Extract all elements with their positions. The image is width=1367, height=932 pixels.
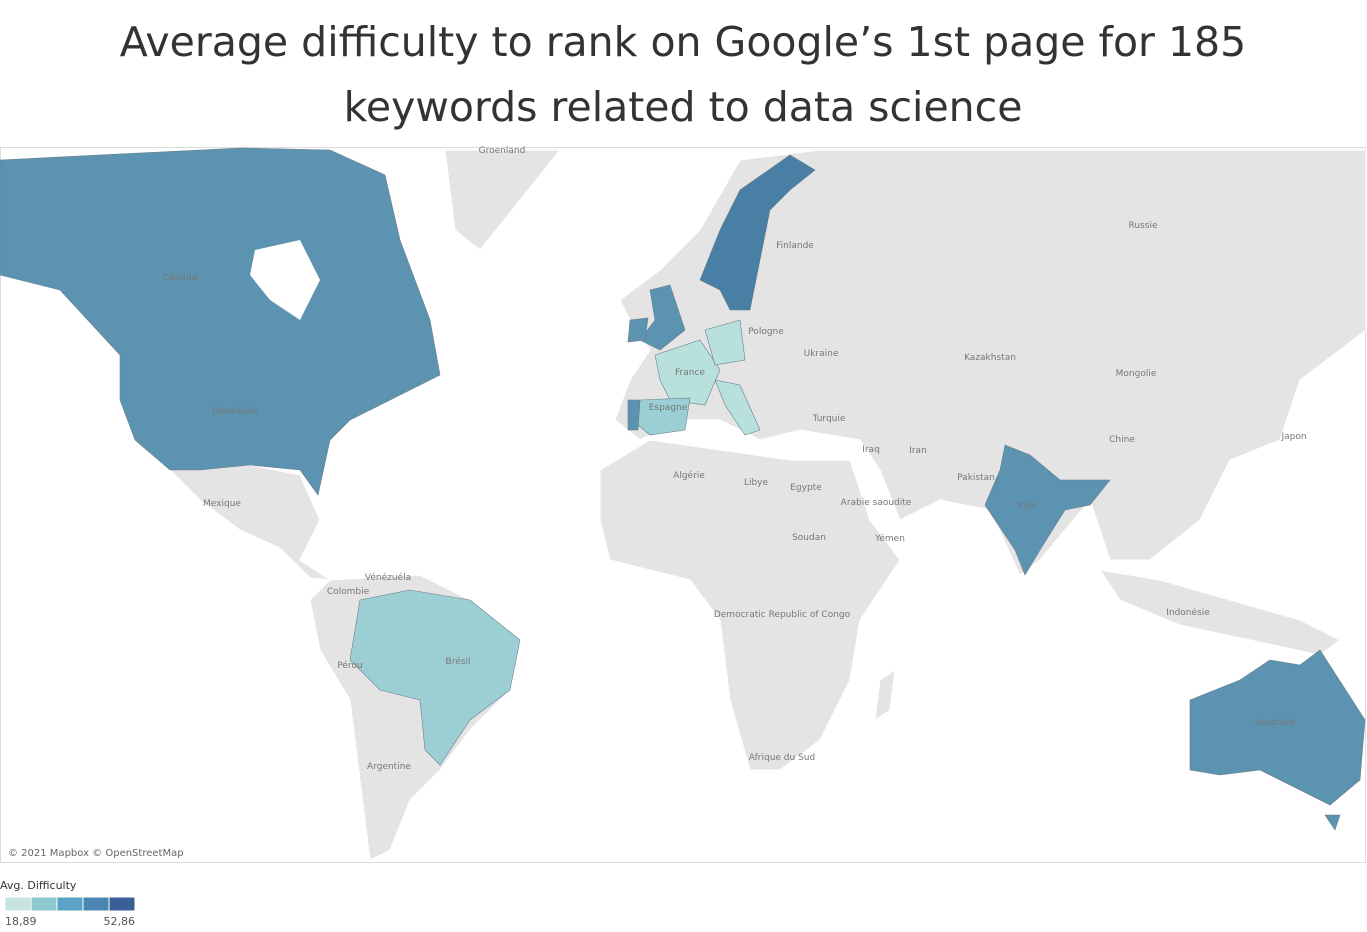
map-label: Arabie saoudite — [841, 498, 912, 508]
title: keywords related to data science — [344, 83, 1023, 131]
map-label: Espagne — [649, 403, 688, 413]
map-label: Colombie — [327, 587, 370, 597]
map-label: Indonésie — [1166, 607, 1210, 618]
legend-min: 18,89 — [5, 915, 37, 928]
map-label: Egypte — [790, 483, 822, 493]
map-label: Yémen — [874, 533, 905, 544]
map-label: Inde — [1017, 501, 1037, 511]
legend: Avg. Difficulty 18,89 52,86 — [0, 879, 136, 928]
italy — [714, 379, 761, 436]
map-label: Groenland — [479, 146, 526, 156]
greenland — [444, 149, 562, 251]
map-label: Algérie — [673, 470, 705, 481]
tasmania — [1324, 814, 1341, 831]
map-label: Ukraine — [804, 349, 839, 359]
legend-max: 52,86 — [104, 915, 136, 928]
map: Groenland Russie Finlande Canada Pologne Ukra… — [0, 146, 1367, 863]
scandinavia — [699, 154, 816, 311]
brazil — [349, 589, 521, 766]
madagascar — [874, 668, 896, 722]
ireland — [627, 317, 649, 343]
map-label: Kazakhstan — [964, 353, 1016, 363]
map-label: Libye — [744, 478, 769, 488]
uk — [639, 284, 686, 351]
map-label: Russie — [1129, 221, 1158, 231]
legend-swatch — [30, 896, 58, 912]
france — [654, 339, 721, 406]
map-label: Pérou — [337, 660, 362, 671]
map-label: Iraq — [862, 445, 880, 455]
map-label: Soudan — [792, 533, 826, 543]
portugal — [627, 399, 641, 431]
eurasia — [614, 149, 1367, 576]
hudson-bay — [250, 240, 320, 320]
map-label: Chine — [1109, 435, 1135, 445]
india — [984, 444, 1111, 576]
indonesia — [1098, 569, 1341, 656]
map-label: Mexique — [203, 499, 241, 509]
map-label: Finlande — [776, 241, 814, 251]
map-label: Canada — [163, 273, 197, 283]
germany — [704, 319, 746, 366]
map-labels: Groenland Russie Finlande Canada Pologne Ukra… — [163, 146, 1307, 772]
australia — [1189, 649, 1366, 806]
map-label: Pakistan — [957, 473, 995, 483]
map-label: Etats-Unis — [212, 407, 258, 417]
legend-swatch — [56, 896, 84, 912]
legend-swatch — [4, 896, 32, 912]
map-label: Pologne — [748, 327, 784, 337]
north-america — [0, 147, 441, 496]
map-label: Turquie — [812, 414, 846, 424]
africa — [599, 439, 901, 771]
legend-title: Avg. Difficulty — [0, 879, 77, 892]
map-label: Mongolie — [1116, 369, 1157, 379]
map-label: Democratic Republic of Congo — [714, 610, 851, 620]
map-label: Afrique du Sud — [749, 753, 815, 763]
attribution: © 2021 Mapbox © OpenStreetMap — [8, 848, 184, 859]
map-label: France — [675, 368, 705, 378]
map-label: Iran — [909, 446, 927, 456]
map-label: Argentine — [367, 762, 411, 772]
legend-swatch — [82, 896, 110, 912]
map-label: Brésil — [446, 656, 471, 667]
legend-swatch — [108, 896, 136, 912]
map-label: Japon — [1280, 432, 1306, 442]
map-label: Vénézuéla — [365, 572, 411, 583]
map-label: Australie — [1255, 718, 1295, 728]
title: Average difficulty to rank on Google’s 1… — [120, 18, 1246, 66]
